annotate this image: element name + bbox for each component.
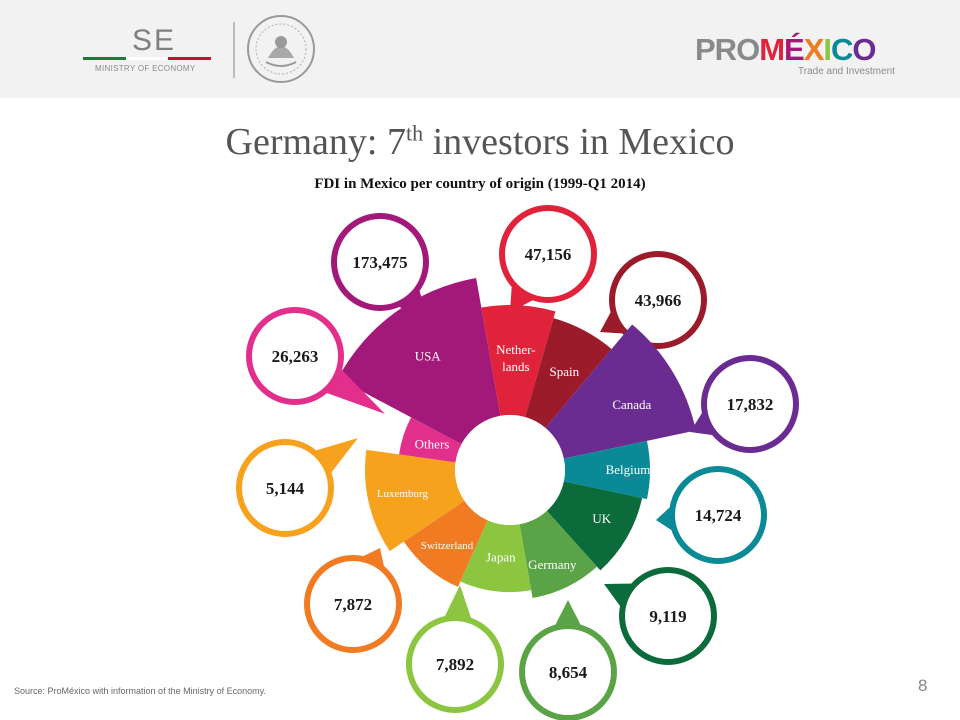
value-callout: 14,724 [656, 466, 767, 564]
slice-label-line: USA [415, 349, 442, 364]
brand-pro: PRO [695, 32, 760, 67]
chart-slice [337, 277, 501, 445]
callout-tail [395, 287, 428, 322]
value-label: 14,724 [695, 506, 742, 525]
brand-letter: M [759, 32, 785, 67]
page-number: 8 [918, 676, 928, 695]
callout-ring [609, 251, 707, 349]
callout-ring [304, 555, 402, 653]
slice-label: Spain [549, 364, 579, 379]
slice-label-line: Others [415, 437, 450, 452]
slice-label-line: Spain [549, 364, 579, 379]
slice-label-line: Japan [486, 550, 516, 565]
flag-stripe-icon [83, 57, 211, 60]
slice-label: Belgium [606, 462, 651, 477]
value-callout: 47,156 [499, 205, 597, 312]
ministry-abbreviation: SE [132, 24, 177, 57]
value-label: 5,144 [266, 479, 305, 498]
callout-ring [406, 615, 504, 713]
value-label: 47,156 [525, 245, 572, 264]
chart-slice [460, 520, 532, 592]
callout-ring [331, 213, 429, 311]
brand-letter: É [784, 32, 805, 67]
slice-label: Others [415, 437, 450, 452]
title-main: Germany: 7 [225, 121, 406, 163]
value-callout: 5,144 [236, 438, 358, 537]
slice-label: Nether-lands [496, 342, 535, 374]
value-callout: 7,892 [406, 585, 504, 713]
chart-slice [399, 417, 462, 463]
slide-title: Germany: 7th investors in Mexico [0, 120, 960, 164]
source-note: Source: ProMéxico with information of th… [14, 686, 266, 696]
value-label: 26,263 [272, 347, 319, 366]
slide-header: SE MINISTRY OF ECONOMY PROMÉXICO Trade a… [0, 0, 960, 98]
value-label: 7,872 [334, 595, 372, 614]
value-callout: 17,832 [690, 355, 799, 453]
chart-center-hole [455, 415, 565, 525]
callout-ring [236, 439, 334, 537]
value-callout: 173,475 [331, 213, 429, 322]
brand-letter: X [803, 32, 825, 67]
chart-slice [563, 440, 650, 500]
chart-slice [545, 324, 696, 459]
callout-ring [619, 567, 717, 665]
chart-subtitle: FDI in Mexico per country of origin (199… [314, 176, 646, 192]
slice-label-line: Nether- [496, 342, 535, 357]
chart-slice [519, 510, 597, 599]
national-seal-icon [247, 15, 315, 83]
slice-label-line: Switzerland [421, 540, 474, 552]
promexico-logo: PROMÉXICO [695, 32, 877, 68]
chart-slice [481, 305, 556, 418]
value-callout: 8,654 [519, 600, 617, 720]
value-label: 7,892 [436, 655, 474, 674]
title-rest: investors in Mexico [423, 121, 735, 163]
slice-label: Switzerland [421, 540, 474, 552]
value-label: 173,475 [352, 253, 407, 272]
chart-slice [525, 318, 612, 428]
value-callout: 9,119 [604, 567, 717, 665]
brand-letter: I [823, 32, 832, 67]
slice-label: USA [415, 349, 442, 364]
slice-label-line: Germany [528, 557, 577, 572]
slice-label: Germany [528, 557, 577, 572]
slice-label: UK [592, 511, 611, 526]
callout-tail [443, 585, 473, 622]
slice-label: Luxemburg [377, 488, 429, 500]
chart-slice [546, 481, 643, 571]
callout-ring [519, 623, 617, 720]
chart-slice [403, 500, 488, 587]
callout-tail [323, 367, 385, 414]
callout-tail [553, 600, 583, 629]
slice-label-line: Luxemburg [377, 488, 429, 500]
slice-label-line: Belgium [606, 462, 651, 477]
slice-label: Canada [612, 397, 651, 412]
value-callout: 43,966 [600, 251, 707, 349]
brand-letter: C [831, 32, 853, 67]
value-callout: 7,872 [304, 548, 402, 653]
value-callout: 26,263 [246, 307, 385, 414]
brand-mexico: MÉXICO [759, 32, 876, 67]
ministry-name: MINISTRY OF ECONOMY [95, 64, 196, 73]
slice-label-line: Canada [612, 397, 651, 412]
value-label: 43,966 [635, 291, 682, 310]
value-label: 9,119 [649, 607, 686, 626]
brand-tagline: Trade and Investment [798, 66, 895, 77]
callout-ring [669, 466, 767, 564]
callout-ring [701, 355, 799, 453]
slice-label-line: UK [592, 511, 611, 526]
value-label: 8,654 [549, 663, 588, 682]
callout-ring [499, 205, 597, 303]
slice-label: Japan [486, 550, 516, 565]
chart-slice [365, 449, 465, 552]
title-superscript: th [405, 120, 424, 146]
value-label: 17,832 [727, 395, 774, 414]
slice-label-line: lands [502, 359, 529, 374]
header-divider [233, 22, 235, 78]
brand-letter: O [852, 32, 876, 67]
callout-ring [246, 307, 344, 405]
